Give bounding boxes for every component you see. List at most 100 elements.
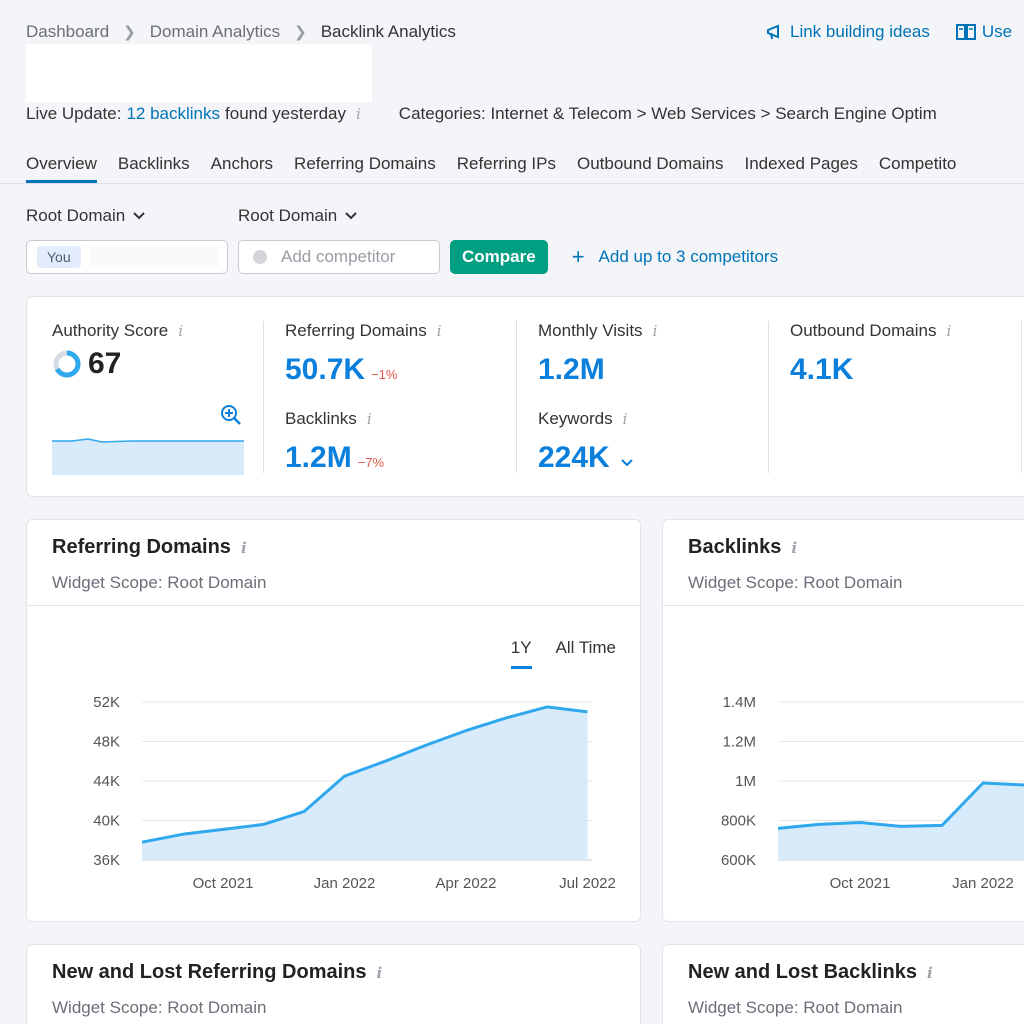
your-domain-value (88, 247, 219, 267)
info-icon[interactable]: i (791, 538, 798, 557)
info-icon[interactable]: i (178, 322, 184, 340)
info-icon[interactable]: i (926, 963, 933, 982)
card-title: Backlinks (688, 536, 782, 558)
info-icon[interactable]: i (622, 410, 628, 428)
card-title: New and Lost Referring Domains (52, 961, 367, 983)
referring-domains-metric: Referring Domains i 50.7K −1% Backlinks … (263, 321, 516, 474)
competitor-input[interactable]: Add competitor (238, 240, 440, 274)
series-line[interactable] (777, 781, 1024, 830)
data-point[interactable] (895, 820, 907, 832)
period-1y[interactable]: 1Y (510, 638, 532, 669)
data-point[interactable] (501, 712, 513, 724)
new-backlinks-link[interactable]: 12 backlinks (126, 104, 221, 123)
data-point[interactable] (339, 770, 351, 782)
y-tick-label: 1.4M (723, 694, 756, 711)
scope-dropdown-you[interactable]: Root Domain (26, 206, 238, 226)
data-point[interactable] (936, 819, 948, 831)
backlinks-delta: −7% (357, 455, 385, 470)
megaphone-icon (767, 24, 779, 40)
backlinks-label: Backlinks (285, 409, 357, 428)
widget-scope: Widget Scope: Root Domain (52, 573, 267, 592)
data-point[interactable] (217, 823, 229, 835)
monthly-visits-value[interactable]: 1.2M (538, 353, 605, 386)
data-point[interactable] (582, 706, 594, 718)
live-update-bar: Live Update: 12 backlinks found yesterda… (26, 104, 937, 124)
info-icon[interactable]: i (652, 322, 658, 340)
data-point[interactable] (420, 739, 432, 751)
scope-selectors: Root Domain Root Domain (26, 206, 450, 226)
data-point[interactable] (977, 777, 989, 789)
you-badge: You (37, 246, 81, 268)
series-area (142, 706, 588, 860)
data-point[interactable] (541, 701, 553, 713)
info-icon[interactable]: i (355, 105, 361, 123)
tab-referring-domains[interactable]: Referring Domains (294, 154, 436, 173)
data-point[interactable] (460, 725, 472, 737)
tab-anchors[interactable]: Anchors (210, 154, 274, 173)
user-manual-link[interactable]: Use (955, 22, 1013, 42)
new-lost-backlinks-card: New and Lost Backlinks i Widget Scope: R… (662, 944, 1024, 1024)
authority-donut-icon (53, 350, 81, 378)
backlinks-value[interactable]: 1.2M (285, 441, 352, 474)
info-icon[interactable]: i (436, 322, 442, 340)
tab-competitors[interactable]: Competito (878, 154, 957, 173)
user-manual-label: Use (981, 22, 1013, 41)
chevron-down-icon[interactable] (620, 458, 634, 467)
plus-icon: + (571, 244, 585, 269)
x-tick-label: Oct 2021 (193, 875, 254, 892)
chevron-down-icon (133, 212, 145, 220)
widget-scope: Widget Scope: Root Domain (688, 573, 903, 592)
data-point[interactable] (136, 836, 148, 848)
info-icon[interactable]: i (366, 410, 372, 428)
series-line[interactable] (141, 705, 588, 844)
data-point[interactable] (772, 822, 784, 834)
breadcrumb-dashboard[interactable]: Dashboard (26, 22, 110, 41)
authority-score-metric: Authority Score i 67 (52, 321, 244, 475)
referring-domains-card: Referring Domains i Widget Scope: Root D… (26, 519, 641, 922)
tab-referring-ips[interactable]: Referring IPs (456, 154, 556, 173)
data-point[interactable] (813, 818, 825, 830)
competitor-inputs: You Add competitor Compare + Add up to 3… (26, 240, 778, 274)
data-point[interactable] (258, 818, 270, 830)
y-tick-label: 52K (93, 694, 120, 711)
referring-domains-chart: 52K 48K 44K 40K 36K Oct 2021 Jan 2022 Apr 2022 J… (93, 694, 616, 892)
data-point[interactable] (177, 828, 189, 840)
x-tick-label: Jan 2022 (314, 875, 376, 892)
tab-outbound-domains[interactable]: Outbound Domains (576, 154, 724, 173)
keywords-value[interactable]: 224K (538, 441, 610, 474)
data-point[interactable] (298, 806, 310, 818)
widget-scope: Widget Scope: Root Domain (688, 998, 903, 1017)
y-tick-label: 44K (93, 773, 120, 790)
competitor-placeholder: Add competitor (281, 247, 396, 266)
period-toggle: 1Y All Time (487, 638, 616, 669)
tab-overview[interactable]: Overview (26, 150, 97, 183)
x-tick-label: Jul 2022 (559, 875, 616, 892)
data-point[interactable] (379, 755, 391, 767)
your-domain-field[interactable]: You (26, 240, 228, 274)
outbound-domains-value[interactable]: 4.1K (790, 353, 854, 386)
link-building-ideas-link[interactable]: Link building ideas (766, 22, 930, 42)
zoom-in-icon[interactable] (221, 405, 241, 425)
info-icon[interactable]: i (376, 963, 383, 982)
y-tick-label: 800K (721, 813, 756, 830)
referring-domains-value[interactable]: 50.7K (285, 353, 366, 386)
competitor-color-dot (253, 250, 267, 264)
info-icon[interactable]: i (946, 322, 952, 340)
breadcrumb: Dashboard ❯ Domain Analytics ❯ Backlink … (26, 22, 1024, 42)
backlinks-card: Backlinks i Widget Scope: Root Domain 1.… (662, 519, 1024, 922)
overview-metrics-card: Authority Score i 67 Referring Domains i (26, 296, 1024, 497)
chevron-right-icon: ❯ (294, 24, 307, 41)
period-all-time[interactable]: All Time (555, 638, 616, 657)
data-point[interactable] (854, 816, 866, 828)
scope-dropdown-competitor[interactable]: Root Domain (238, 206, 450, 226)
referring-domains-delta: −1% (371, 367, 398, 382)
widget-scope: Widget Scope: Root Domain (52, 998, 267, 1017)
compare-button[interactable]: Compare (450, 240, 548, 274)
chevron-down-icon (345, 212, 357, 220)
authority-score-label: Authority Score (52, 321, 169, 340)
add-competitors-link[interactable]: + Add up to 3 competitors (572, 244, 778, 270)
info-icon[interactable]: i (240, 538, 247, 557)
breadcrumb-domain-analytics[interactable]: Domain Analytics (149, 22, 281, 41)
tab-backlinks[interactable]: Backlinks (117, 154, 190, 173)
tab-indexed-pages[interactable]: Indexed Pages (744, 154, 858, 173)
